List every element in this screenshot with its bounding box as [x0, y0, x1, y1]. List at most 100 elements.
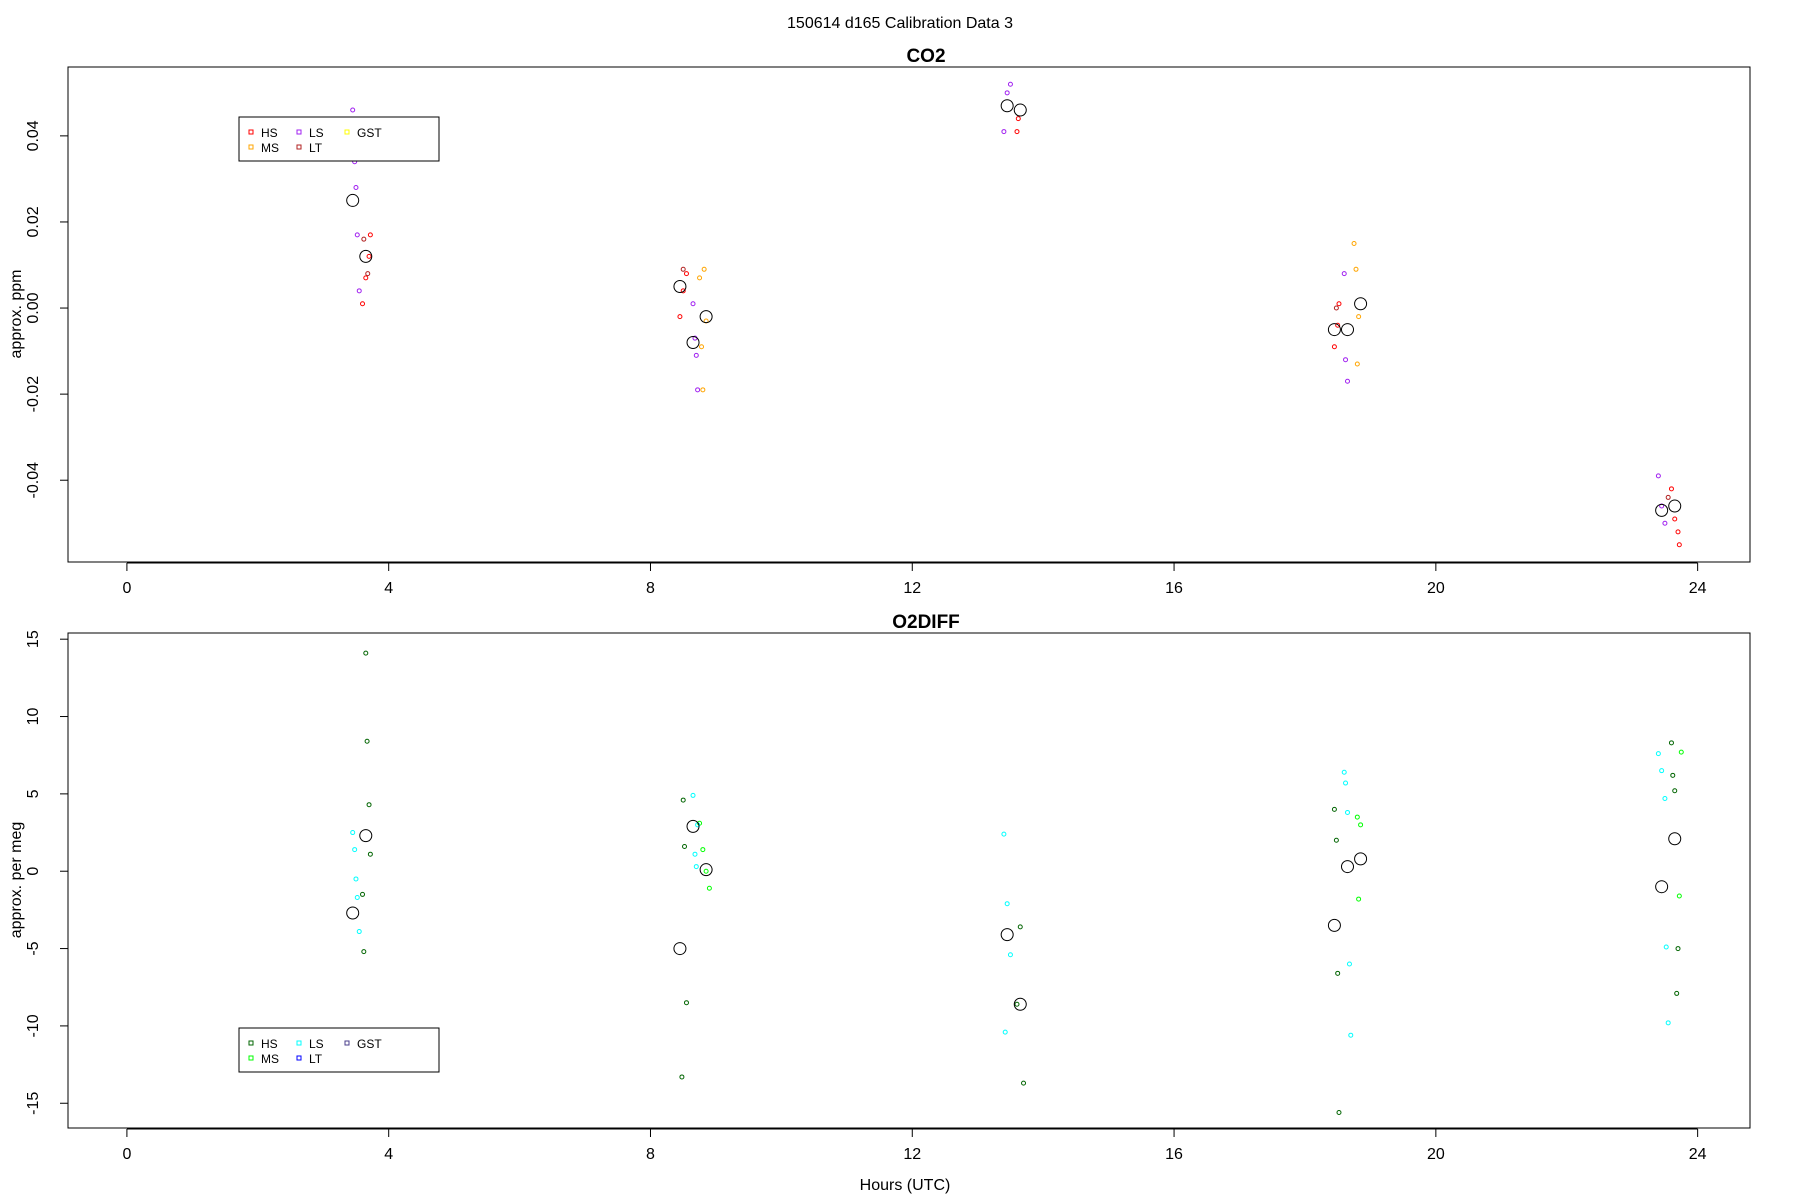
co2-x-tick-label: 24 [1689, 580, 1707, 597]
co2-y-tick-label: 0.02 [25, 206, 42, 237]
co2-point-mean [1013, 103, 1027, 117]
co2-point-hs [680, 288, 686, 294]
o2diff-x-axis-label: Hours (UTC) [860, 1177, 951, 1194]
co2-y-tick-label: 0.04 [25, 120, 42, 151]
co2-point-ls [1343, 357, 1349, 363]
co2-point-mean [1340, 323, 1354, 337]
co2-point-ls [1007, 81, 1013, 87]
o2diff-point-ms [1676, 893, 1682, 899]
co2-x-axis: 0 4 8 12 16 20 24 [122, 562, 1707, 597]
o2diff-point-mean [699, 863, 713, 877]
co2-point-hs [1015, 116, 1021, 122]
co2-y-axis-label: approx. ppm [8, 270, 25, 359]
o2diff-point-hs [682, 843, 688, 849]
co2-point-ls [690, 301, 696, 307]
o2diff-legend-marker [296, 1055, 302, 1061]
o2diff-x-tick-label: 16 [1165, 1146, 1183, 1163]
o2diff-legend-marker [296, 1040, 302, 1046]
o2diff-point-hs [363, 650, 369, 656]
co2-point-mean [359, 249, 373, 263]
co2-point-ms [701, 266, 707, 272]
co2-point-ls [1655, 473, 1661, 479]
o2diff-y-tick-label: 15 [25, 630, 42, 648]
o2diff-y-tick-label: -15 [25, 1092, 42, 1115]
co2-legend-marker [296, 144, 302, 150]
o2diff-legend-box [238, 1027, 440, 1073]
o2diff-legend-label: HS [261, 1037, 278, 1051]
co2-point-mean [699, 310, 713, 324]
o2diff-point-ls [356, 929, 362, 935]
co2-plot-frame [67, 66, 1751, 563]
co2-point-mean [686, 335, 700, 349]
o2diff-point-ls [1002, 1029, 1008, 1035]
o2diff-point-ms [1356, 896, 1362, 902]
figure-title: 150614 d165 Calibration Data 3 [787, 15, 1013, 32]
o2diff-point-hs [1331, 806, 1337, 812]
co2-point-ms [1351, 240, 1357, 246]
co2-point-hs [1675, 529, 1681, 535]
co2-point-ls [353, 185, 359, 191]
o2diff-point-ls [352, 847, 358, 853]
o2diff-point-ls [1659, 768, 1665, 774]
o2diff-x-tick-label: 20 [1427, 1146, 1445, 1163]
o2diff-point-hs [367, 851, 373, 857]
co2-point-hs [1676, 542, 1682, 548]
co2-point-lt [365, 271, 371, 277]
co2-point-hs [1672, 516, 1678, 522]
o2diff-point-ls [1344, 809, 1350, 815]
co2-point-lt [361, 236, 367, 242]
co2-y-tick-label: -0.04 [25, 462, 42, 499]
co2-point-mean [1668, 499, 1682, 513]
o2diff-point-ls [693, 864, 699, 870]
co2-legend-label: HS [261, 126, 278, 140]
co2-point-mean [1000, 99, 1014, 113]
co2-y-tick-label: 0.00 [25, 292, 42, 323]
co2-point-ls [1004, 90, 1010, 96]
co2-data-points [346, 81, 1682, 548]
co2-point-hs [367, 232, 373, 238]
co2-point-lt [1665, 494, 1671, 500]
o2diff-y-tick-label: -10 [25, 1014, 42, 1037]
o2diff-point-ls [1001, 831, 1007, 837]
co2-point-hs [366, 253, 372, 259]
co2-y-axis: -0.04 -0.02 0.00 0.02 0.04 [25, 120, 68, 498]
o2diff-point-ms [1354, 814, 1360, 820]
co2-point-ls [1341, 271, 1347, 277]
o2diff-y-tick-label: 10 [25, 708, 42, 726]
o2diff-point-hs [361, 949, 367, 955]
co2-legend-box [238, 116, 440, 162]
co2-point-ms [697, 275, 703, 281]
o2diff-legend-label: GST [357, 1037, 382, 1051]
o2diff-y-axis: -15 -10 -5 0 5 10 15 [25, 630, 68, 1115]
co2-point-mean [1327, 323, 1341, 337]
o2diff-legend-marker [344, 1040, 350, 1046]
o2diff-point-mean [1655, 880, 1669, 894]
co2-legend-label: LT [309, 141, 323, 155]
co2-point-ls [1001, 129, 1007, 135]
co2-x-tick-label: 0 [122, 580, 131, 597]
o2diff-x-tick-label: 0 [122, 1146, 131, 1163]
co2-x-tick-label: 8 [646, 580, 655, 597]
co2-point-ls [693, 352, 699, 358]
co2-point-ms [1356, 314, 1362, 320]
co2-point-ls [354, 232, 360, 238]
o2diff-x-tick-label: 4 [384, 1146, 393, 1163]
co2-y-tick-label: -0.02 [25, 376, 42, 413]
o2diff-plot-frame [67, 632, 1751, 1129]
o2diff-point-mean [686, 819, 700, 833]
o2diff-point-hs [1021, 1080, 1027, 1086]
o2diff-y-tick-label: 5 [25, 789, 42, 798]
co2-point-ms [1354, 361, 1360, 367]
o2diff-point-ls [1341, 769, 1347, 775]
co2-point-hs [363, 275, 369, 281]
o2diff-point-ls [1348, 1032, 1354, 1038]
o2diff-point-hs [1335, 970, 1341, 976]
o2diff-point-mean [1354, 852, 1368, 866]
o2diff-point-hs [1336, 1110, 1342, 1116]
co2-x-tick-label: 16 [1165, 580, 1183, 597]
co2-point-ls [1662, 520, 1668, 526]
o2diff-point-ls [1655, 751, 1661, 757]
o2diff-point-ls [353, 876, 359, 882]
co2-legend-label: LS [309, 126, 324, 140]
